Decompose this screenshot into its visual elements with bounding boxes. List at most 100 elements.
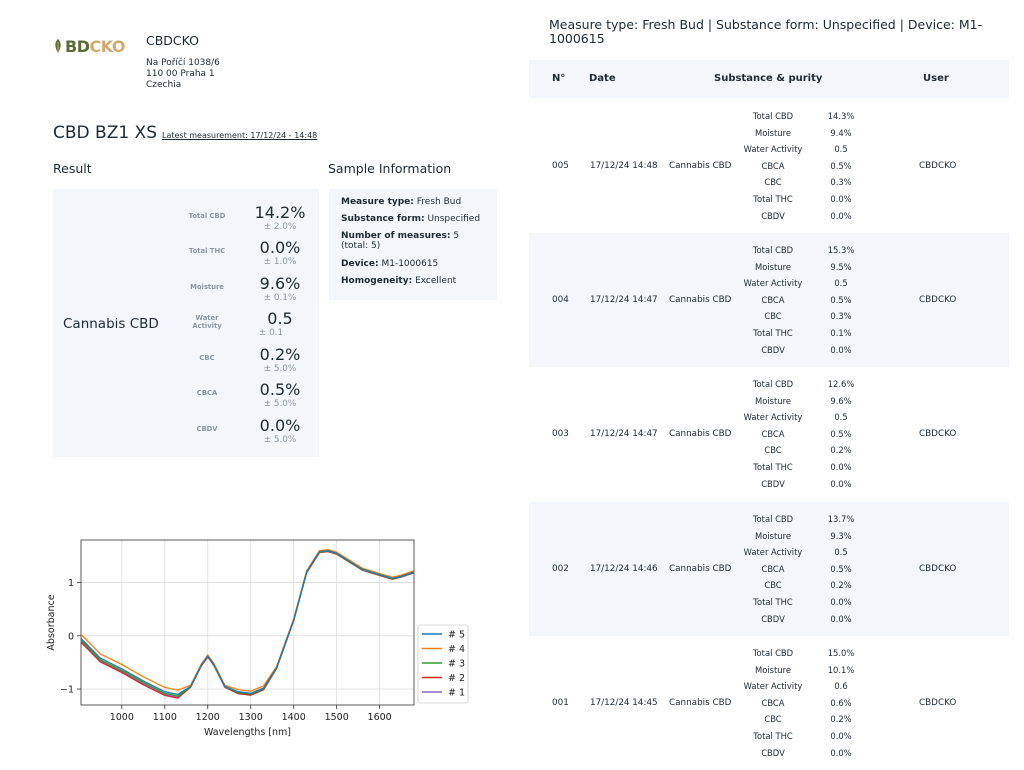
info-number-of-measures: Number of measures: 5 (total: 5)	[341, 231, 491, 251]
purity-label: CBDV	[761, 478, 785, 489]
purity-value: 0.1%	[830, 328, 852, 338]
purity-value: 0.5	[834, 278, 848, 289]
row-user: CBDCKO	[919, 564, 957, 574]
row-date: 17/12/24 14:45	[590, 698, 658, 708]
purity-value: 0.3%	[830, 177, 852, 188]
purity-label: CBCA	[761, 697, 785, 708]
info-label: Device:	[341, 259, 379, 269]
table-row: 003 17/12/24 14:47 Cannabis CBD CBDCKO Total…	[529, 367, 1009, 501]
metric-value: 0.5%	[259, 380, 301, 399]
column-header-user: User	[923, 73, 949, 84]
purity-list: Total CBD 15.0% Moisture 10.1% Water Activit…	[733, 648, 855, 768]
purity-label: Total THC	[753, 731, 793, 741]
row-number: 005	[552, 161, 569, 171]
metric-total-cbd: Total CBD 14.2% ± 2.0%	[53, 203, 319, 235]
info-label: Homogeneity:	[341, 276, 413, 286]
metric-value: 0.0%	[259, 416, 301, 435]
purity-value: 0.0%	[830, 478, 852, 489]
metric-value: 14.2%	[254, 203, 306, 222]
table-row: 005 17/12/24 14:48 Cannabis CBD CBDCKO Total…	[529, 99, 1009, 233]
purity-label: Water Activity	[743, 278, 803, 289]
metric-error: ± 1.0%	[263, 257, 297, 267]
row-number: 002	[552, 564, 569, 574]
x-tick-label: 1400	[282, 712, 306, 723]
latest-measurement-link[interactable]: Latest measurement: 17/12/24 - 14:48	[162, 131, 318, 140]
metric-value: 9.6%	[259, 274, 301, 293]
info-homogeneity: Homogeneity: Excellent	[341, 276, 491, 286]
metric-value: 0.5	[267, 309, 293, 328]
info-total: (total: 5)	[341, 241, 381, 251]
legend-label: # 4	[448, 644, 465, 655]
purity-label: Moisture	[754, 664, 792, 675]
purity-label: CBC	[764, 177, 782, 188]
info-substance-form: Substance form: Unspecified	[341, 214, 491, 224]
row-date: 17/12/24 14:47	[590, 295, 658, 305]
purity-label: Water Activity	[743, 547, 803, 558]
plot-frame	[80, 539, 415, 706]
metric-error: ± 0.1%	[263, 293, 297, 303]
info-value: 5	[453, 231, 460, 241]
purity-list: Total CBD 15.3% Moisture 9.5% Water Activity…	[733, 245, 855, 365]
info-label: Number of measures:	[341, 231, 451, 241]
legend-label: # 3	[448, 659, 465, 670]
purity-list: Total CBD 13.7% Moisture 9.3% Water Activity…	[733, 514, 855, 634]
metric-value: 0.2%	[259, 345, 301, 364]
row-date: 17/12/24 14:48	[590, 161, 658, 171]
address-line: Czechia	[146, 80, 182, 90]
purity-value: 0.5	[834, 547, 848, 558]
row-user: CBDCKO	[919, 295, 957, 305]
purity-value: 15.0%	[827, 648, 855, 658]
purity-label: CBC	[764, 311, 782, 322]
company-logo: BD CKO	[52, 34, 134, 58]
table-row: 002 17/12/24 14:46 Cannabis CBD CBDCKO Total…	[529, 502, 1009, 636]
row-user: CBDCKO	[919, 698, 957, 708]
purity-value: 12.6%	[827, 379, 855, 389]
row-date: 17/12/24 14:47	[590, 429, 658, 439]
y-axis-label: Absorbance	[46, 594, 57, 650]
table-row: 001 17/12/24 14:45 Cannabis CBD CBDCKO Total…	[529, 636, 1009, 770]
row-number: 001	[552, 698, 569, 708]
purity-value: 0.0%	[830, 194, 852, 204]
row-product: Cannabis CBD	[669, 429, 732, 439]
purity-value: 0.5	[834, 144, 848, 155]
purity-value: 0.5%	[830, 160, 852, 171]
metric-value: 0.0%	[259, 238, 301, 257]
purity-label: Moisture	[754, 261, 792, 272]
sample-info-heading: Sample Information	[328, 161, 452, 176]
purity-label: CBCA	[761, 294, 785, 305]
result-panel: Total CBD 14.2% ± 2.0% Total THC 0.0% ± …	[53, 189, 319, 457]
purity-value: 0.5%	[830, 428, 852, 439]
purity-value: 13.7%	[827, 514, 855, 524]
info-label: Substance form:	[341, 214, 425, 224]
info-measure-type: Measure type: Fresh Bud	[341, 197, 491, 207]
info-device: Device: M1-1000615	[341, 259, 491, 269]
purity-label: Moisture	[754, 530, 792, 541]
purity-label: CBCA	[761, 160, 785, 171]
table-heading: Measure type: Fresh Bud | Substance form…	[549, 17, 983, 46]
x-axis-label: Wavelengths [nm]	[204, 727, 291, 738]
purity-label: Total CBD	[752, 514, 794, 524]
leaf-icon	[55, 39, 61, 53]
logo-text-right: CKO	[89, 36, 126, 56]
purity-value: 0.2%	[830, 445, 852, 456]
purity-value: 0.0%	[830, 462, 852, 472]
purity-value: 0.5	[834, 412, 848, 423]
absorbance-spectrum-chart: 1000 1100 1200 1300 1400 1500 1600 −1 0 1 Waveleng…	[46, 539, 469, 738]
purity-value: 0.0%	[830, 747, 852, 758]
purity-value: 0.2%	[830, 580, 852, 591]
purity-value: 0.3%	[830, 311, 852, 322]
purity-value: 0.5%	[830, 563, 852, 574]
x-tick-label: 1300	[239, 712, 263, 723]
y-tick-label: 0	[68, 631, 74, 642]
column-header-date: Date	[589, 73, 616, 84]
purity-value: 0.2%	[830, 714, 852, 725]
metric-label: Water Activity	[192, 314, 222, 330]
x-tick-label: 1600	[368, 712, 392, 723]
y-tick-label: −1	[60, 685, 74, 696]
purity-value: 9.3%	[830, 530, 852, 541]
address-line: 110 00 Praha 1	[146, 69, 215, 79]
purity-value: 0.0%	[830, 210, 852, 221]
metric-error: ± 5.0%	[263, 435, 297, 445]
purity-label: Moisture	[754, 395, 792, 406]
legend-label: # 5	[448, 630, 465, 641]
